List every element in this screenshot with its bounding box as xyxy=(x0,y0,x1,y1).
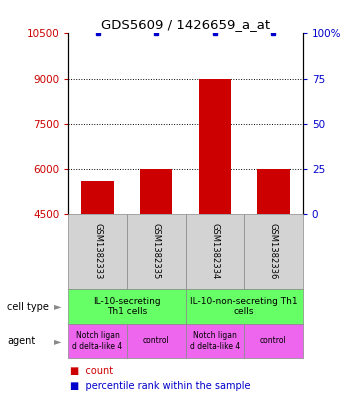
Text: agent: agent xyxy=(7,336,35,346)
Bar xyxy=(199,79,231,214)
Text: GSM1382334: GSM1382334 xyxy=(210,223,219,280)
Text: cell type: cell type xyxy=(7,301,49,312)
Text: IL-10-non-secreting Th1
cells: IL-10-non-secreting Th1 cells xyxy=(190,297,298,316)
Text: Notch ligan
d delta-like 4: Notch ligan d delta-like 4 xyxy=(72,331,123,351)
Text: GSM1382333: GSM1382333 xyxy=(93,223,102,280)
Text: GSM1382336: GSM1382336 xyxy=(269,223,278,280)
Text: GSM1382335: GSM1382335 xyxy=(152,223,161,280)
Text: ■  percentile rank within the sample: ■ percentile rank within the sample xyxy=(70,381,251,391)
Bar xyxy=(140,169,172,214)
Bar xyxy=(257,169,289,214)
Text: ►: ► xyxy=(54,336,62,346)
Text: ■  count: ■ count xyxy=(70,366,113,376)
Text: ►: ► xyxy=(54,301,62,312)
Text: control: control xyxy=(143,336,169,345)
Text: IL-10-secreting
Th1 cells: IL-10-secreting Th1 cells xyxy=(93,297,161,316)
Title: GDS5609 / 1426659_a_at: GDS5609 / 1426659_a_at xyxy=(101,18,270,31)
Text: Notch ligan
d delta-like 4: Notch ligan d delta-like 4 xyxy=(190,331,240,351)
Text: control: control xyxy=(260,336,287,345)
Bar xyxy=(82,181,114,214)
